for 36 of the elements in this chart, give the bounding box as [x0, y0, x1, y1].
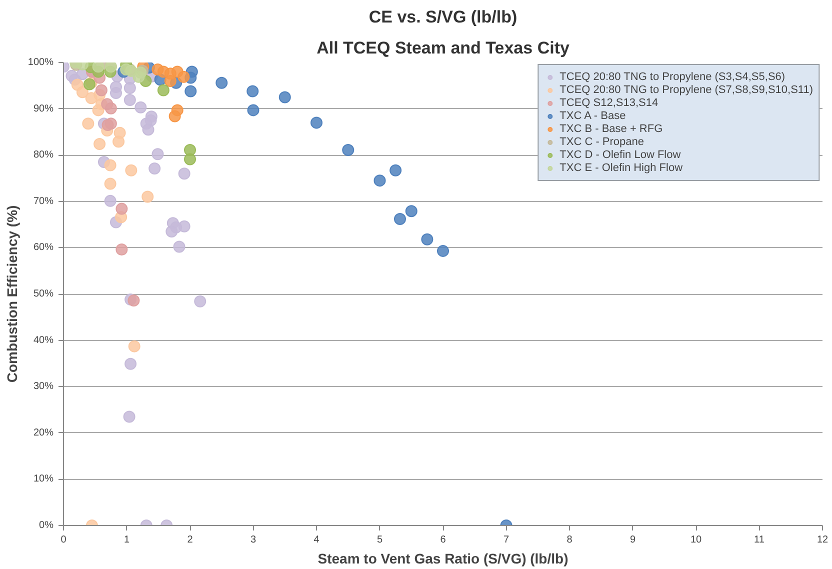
x-tick-label: 1 [124, 534, 130, 546]
y-tick-label: 30% [33, 381, 54, 392]
y-axis-title: Combustion Efficiency (%) [4, 205, 20, 383]
y-tick-label: 60% [33, 242, 54, 254]
y-tick-label: 80% [33, 150, 54, 161]
x-axis-title: Steam to Vent Gas Ratio (S/VG) (lb/lb) [318, 550, 568, 566]
legend-label: TXC E - Olefin High Flow [560, 162, 683, 174]
y-tick-label: 10% [33, 474, 54, 485]
y-tick-label: 20% [33, 427, 54, 438]
x-tick-label: 12 [816, 534, 828, 546]
legend-label: TCEQ 20:80 TNG to Propylene (S7,S8,S9,S10,S11) [560, 84, 813, 96]
y-tick-label: 50% [33, 288, 54, 300]
y-tick-label: 0% [39, 520, 54, 531]
x-tick-label: 3 [250, 534, 256, 546]
x-tick-label: 11 [754, 534, 765, 546]
x-tick-label: 4 [314, 534, 320, 546]
x-tick-label: 0 [60, 534, 67, 546]
legend-label: TCEQ S12,S13,S14 [560, 97, 658, 109]
legend-label: TCEQ 20:80 TNG to Propylene (S3,S4,S5,S6) [560, 71, 786, 83]
y-tick-label: 70% [33, 196, 54, 207]
x-tick-label: 5 [376, 534, 383, 546]
legend-label: TXC A - Base [560, 110, 626, 122]
legend-label: TXC C - Propane [560, 136, 644, 148]
x-tick-label: 8 [566, 534, 573, 546]
chart-subtitle: All TCEQ Steam and Texas City [316, 38, 570, 58]
legend-label: TXC B - Base + RFG [560, 123, 663, 135]
chart-title: CE vs. S/VG (lb/lb) [368, 8, 518, 26]
legend-label: TXC D - Olefin Low Flow [560, 149, 681, 161]
y-tick-label: 100% [28, 57, 54, 68]
y-tick-label: 90% [33, 103, 54, 114]
x-tick-label: 6 [440, 534, 446, 546]
y-tick-label: 40% [33, 334, 54, 346]
x-tick-label: 10 [690, 534, 702, 546]
x-tick-label: 9 [630, 534, 636, 546]
x-tick-label: 7 [503, 534, 510, 546]
x-tick-label: 2 [187, 534, 194, 546]
